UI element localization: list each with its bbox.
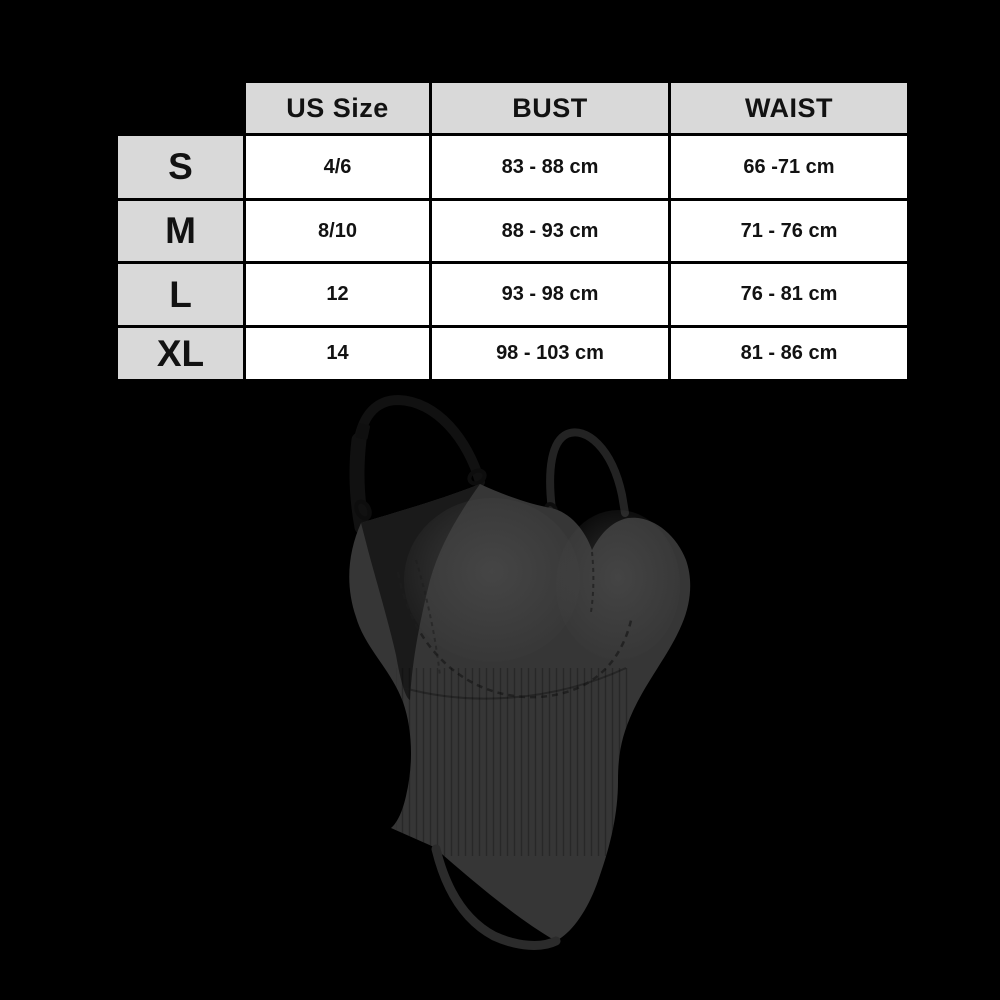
right-strap xyxy=(543,428,629,520)
row-header-l: L xyxy=(117,263,244,326)
size-chart-table: US Size BUST WAIST S 4/6 83 - 88 cm 66 -… xyxy=(117,82,908,380)
cell-xl-bust: 98 - 103 cm xyxy=(431,327,669,380)
row-header-m: M xyxy=(117,200,244,262)
column-header-waist: WAIST xyxy=(670,82,908,134)
left-cup-highlight xyxy=(404,498,580,662)
ribbed-texture xyxy=(396,668,628,856)
strap-ring-icon xyxy=(467,468,487,486)
cell-l-us-size: 12 xyxy=(245,263,430,326)
cell-l-bust: 93 - 98 cm xyxy=(431,263,669,326)
cell-s-us-size: 4/6 xyxy=(245,135,430,199)
cell-m-bust: 88 - 93 cm xyxy=(431,200,669,262)
cell-s-bust: 83 - 88 cm xyxy=(431,135,669,199)
cell-s-waist: 66 -71 cm xyxy=(670,135,908,199)
bodysuit-product-image xyxy=(349,394,691,950)
cell-m-us-size: 8/10 xyxy=(245,200,430,262)
right-cup-highlight xyxy=(556,510,680,660)
column-header-us-size: US Size xyxy=(245,82,430,134)
row-header-xl: XL xyxy=(117,327,244,380)
column-header-bust: BUST xyxy=(431,82,669,134)
strap-adjuster xyxy=(355,423,370,440)
cell-m-waist: 71 - 76 cm xyxy=(670,200,908,262)
cell-l-waist: 76 - 81 cm xyxy=(670,263,908,326)
cell-xl-us-size: 14 xyxy=(245,327,430,380)
corner-cell xyxy=(118,83,243,133)
strap-ring-icon xyxy=(354,499,372,521)
row-header-s: S xyxy=(117,135,244,199)
left-strap xyxy=(349,394,487,535)
cell-xl-waist: 81 - 86 cm xyxy=(670,327,908,380)
thong-loop xyxy=(431,844,561,950)
